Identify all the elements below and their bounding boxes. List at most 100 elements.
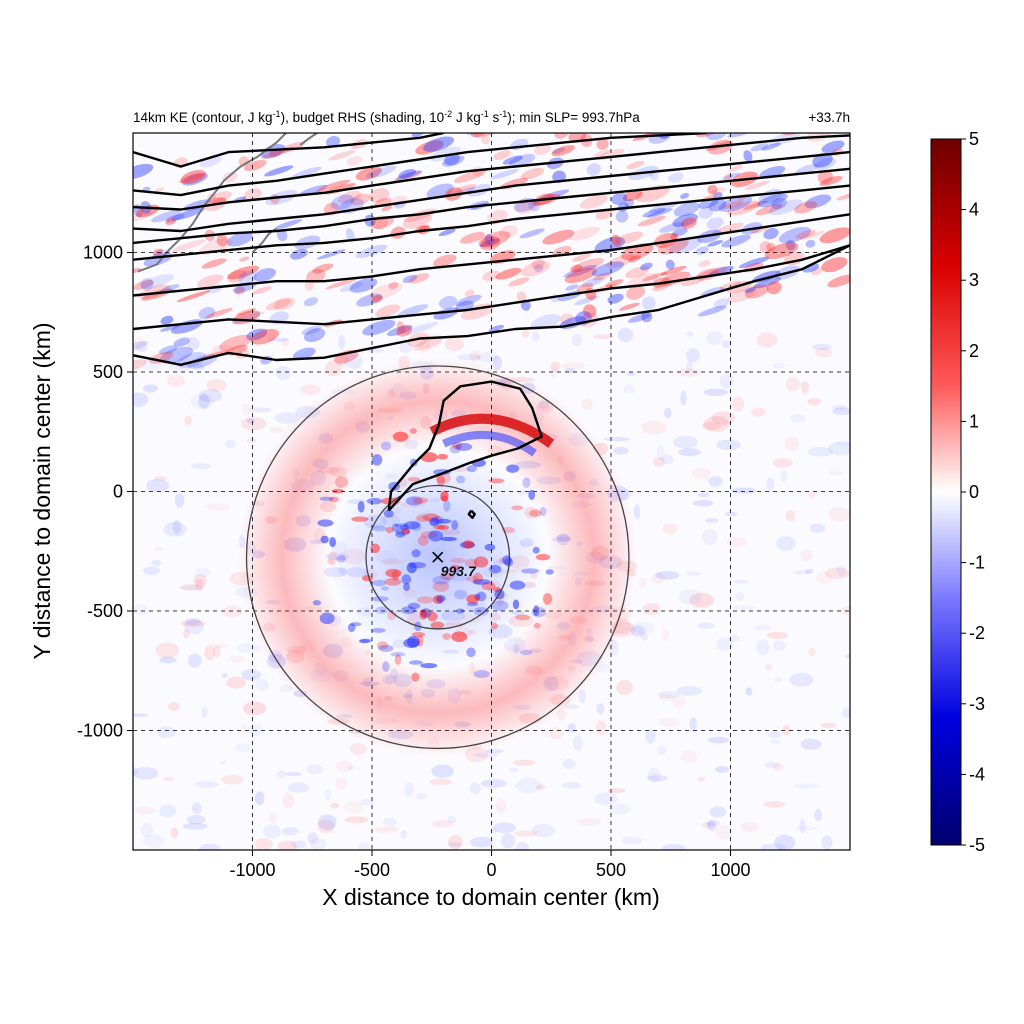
shading-blob	[824, 567, 850, 580]
shading-blob	[766, 631, 789, 640]
shading-blob	[474, 133, 508, 138]
shading-blob	[800, 231, 825, 240]
shading-blob	[378, 644, 394, 652]
shading-blob	[603, 437, 630, 442]
shading-blob	[427, 611, 438, 622]
shading-blob	[622, 190, 643, 202]
shading-blob	[452, 442, 463, 450]
coastline-segment	[299, 133, 318, 146]
shading-blob	[411, 631, 426, 637]
shading-blob	[415, 140, 444, 155]
shading-blob	[661, 454, 674, 465]
shading-blob	[698, 206, 713, 219]
shading-blob	[807, 398, 821, 406]
shading-blob	[371, 628, 386, 633]
shading-blob	[804, 194, 832, 209]
shading-blob	[711, 187, 726, 195]
shading-blob	[713, 192, 723, 199]
shading-blob	[807, 447, 833, 457]
shading-blob	[506, 464, 520, 473]
shading-blob	[173, 337, 190, 347]
shading-blob	[355, 244, 388, 258]
shading-blob	[267, 329, 276, 345]
shading-blob	[160, 346, 194, 364]
shading-blob	[531, 606, 547, 618]
shading-blob	[135, 341, 148, 353]
shading-blob	[387, 610, 397, 621]
shading-blob	[358, 841, 371, 850]
shading-blob	[226, 232, 253, 247]
shading-blob	[443, 499, 451, 512]
shading-blob	[668, 236, 702, 254]
shading-blob	[440, 536, 457, 542]
shading-blob	[317, 814, 337, 831]
shading-blob	[606, 254, 636, 268]
shading-blob	[438, 228, 456, 237]
shading-blob	[759, 241, 772, 254]
shading-blob	[794, 164, 819, 175]
shading-blob	[331, 488, 344, 494]
shading-blob	[554, 133, 569, 139]
shading-blob	[581, 398, 593, 410]
shading-blob	[642, 207, 666, 218]
shading-blob	[294, 235, 321, 250]
shading-blob	[536, 784, 546, 790]
shading-blob	[226, 270, 247, 283]
shading-blob	[239, 256, 250, 262]
shading-blob	[385, 568, 402, 578]
shading-blob	[766, 281, 782, 295]
shading-blob	[726, 537, 747, 547]
shading-blob	[440, 495, 449, 502]
shading-blob	[800, 549, 814, 561]
shading-blob	[371, 596, 389, 602]
shading-blob	[432, 254, 457, 267]
colorbar-ticks: 5 4 3 2 1 0 -1 -2 -3 -4 -5	[961, 129, 985, 855]
shading-blob	[841, 91, 850, 97]
shading-blob	[171, 239, 206, 253]
shading-blob	[612, 446, 629, 455]
shading-blob	[608, 803, 631, 815]
shading-blob	[343, 801, 364, 814]
shading-blob	[307, 832, 319, 844]
shading-blob	[385, 526, 394, 534]
shading-blob	[500, 833, 516, 849]
shading-blob	[455, 294, 482, 307]
shading-blob	[401, 574, 412, 585]
shading-blob	[230, 655, 245, 663]
shading-blob	[133, 713, 149, 718]
shading-blob	[317, 819, 335, 834]
shading-blob	[408, 660, 424, 665]
shading-blob	[450, 564, 461, 571]
shading-blob	[703, 104, 721, 117]
shading-blob	[714, 766, 730, 773]
shading-blob	[734, 591, 745, 601]
shading-blob	[836, 192, 850, 201]
shading-blob	[282, 826, 299, 836]
shading-blob	[662, 523, 678, 535]
shading-blob	[133, 767, 159, 780]
shading-blob	[472, 572, 483, 585]
shading-blob	[819, 227, 850, 244]
shading-blob	[808, 491, 817, 498]
shading-blob	[577, 817, 601, 826]
colorbar-tick-label: 4	[969, 200, 979, 220]
shading-blob	[635, 184, 671, 203]
shading-blob	[396, 325, 413, 337]
shading-blob	[594, 792, 618, 806]
shading-blob	[226, 676, 246, 689]
shading-blob	[448, 842, 462, 847]
shading-blob	[199, 843, 222, 850]
shading-blob	[493, 150, 511, 160]
shading-blob	[316, 249, 346, 260]
shading-blob	[611, 234, 621, 247]
shading-blob	[401, 528, 411, 535]
shading-blob	[142, 384, 158, 393]
shading-blob	[701, 529, 718, 546]
shading-blob	[411, 549, 421, 558]
shading-blob	[234, 743, 253, 752]
shading-blob	[264, 165, 294, 177]
colorbar-tick-label: -5	[969, 835, 985, 855]
shading-blob	[350, 622, 362, 627]
shading-blob	[728, 165, 743, 172]
shading-blob	[656, 745, 667, 755]
